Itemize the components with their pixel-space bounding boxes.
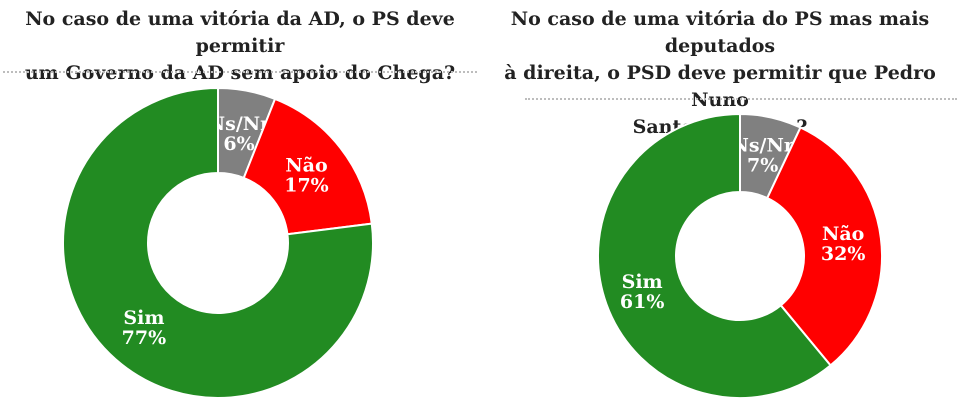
slice-sim xyxy=(597,112,832,399)
slice-category-label: Não xyxy=(285,154,327,176)
slice-category-label: Ns/Nr xyxy=(731,135,794,157)
slice-category-label: Não xyxy=(822,223,864,245)
slice-category-label: Sim xyxy=(622,271,663,293)
slice-value-label: 17% xyxy=(284,174,329,196)
slice-label-group: Ns/Nr7% xyxy=(731,135,794,177)
slice-value-label: 61% xyxy=(620,291,665,313)
chart-panel-right: No caso de uma vitória do PS mas mais de… xyxy=(480,0,960,400)
slice-category-label: Ns/Nr xyxy=(208,113,271,135)
chart-panel-left: No caso de uma vitória da AD, o PS deve … xyxy=(3,8,477,399)
title-divider-right xyxy=(525,98,957,100)
chart-title-left: No caso de uma vitória da AD, o PS deve … xyxy=(24,8,456,84)
slice-value-label: 7% xyxy=(747,155,778,177)
slice-value-label: 6% xyxy=(223,133,254,155)
slice-value-label: 32% xyxy=(821,243,866,265)
slice-n-o xyxy=(242,97,373,236)
title-divider-left xyxy=(3,71,477,73)
slice-value-label: 77% xyxy=(122,327,167,349)
slice-sim xyxy=(62,86,374,399)
slice-category-label: Sim xyxy=(123,307,164,329)
slice-n-o xyxy=(765,126,883,367)
slice-label-group: Ns/Nr6% xyxy=(208,113,271,155)
